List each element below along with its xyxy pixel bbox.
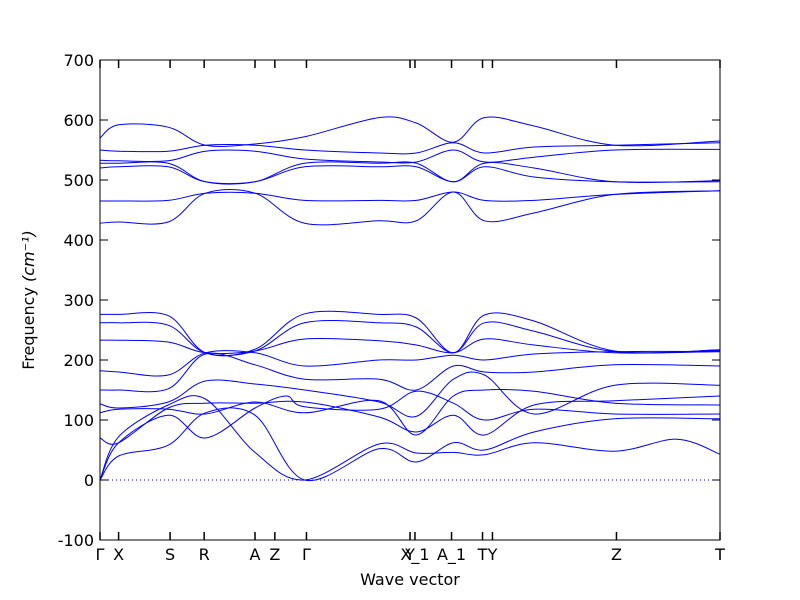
x-tick-label: Y	[487, 545, 498, 564]
x-tick-label: A	[250, 545, 261, 564]
x-tick-label: X_1	[400, 545, 429, 565]
band-line-9	[99, 337, 721, 354]
x-axis-label: Wave vector	[360, 570, 460, 589]
x-tick-label: Z	[611, 545, 622, 564]
y-axis-label-unit: (cm⁻¹)	[19, 230, 38, 282]
band-line-4	[99, 395, 721, 445]
band-line-14	[99, 165, 721, 185]
band-line-5	[99, 388, 721, 436]
band-line-7	[99, 352, 721, 393]
band-line-12	[99, 189, 721, 226]
y-tick-label: 600	[63, 111, 94, 130]
y-ticks: -100 0 100 200 300 400 500 600 700	[58, 51, 720, 550]
y-tick-label: 700	[63, 51, 94, 70]
y-tick-label: 200	[63, 351, 94, 370]
band-line-16	[99, 148, 721, 164]
band-line-11	[99, 310, 721, 357]
plot-frame	[99, 59, 721, 541]
band-line-18	[99, 116, 721, 147]
y-tick-label: 0	[84, 471, 94, 490]
x-tick-label: S	[165, 545, 175, 564]
band-series-layer	[99, 116, 721, 482]
x-tick-label: R	[199, 545, 210, 564]
x-ticks: Γ X S R A Z Γ YX_1 A_1 T Y Z T	[96, 60, 725, 565]
band-line-17	[99, 142, 721, 155]
x-tick-label: Z	[269, 545, 280, 564]
band-line-3	[99, 390, 721, 481]
x-tick-label: T	[714, 545, 725, 564]
x-tick-label: Y	[404, 545, 415, 564]
band-line-15	[100, 161, 721, 185]
y-tick-label: 100	[63, 411, 94, 430]
y-tick-label: 300	[63, 291, 94, 310]
y-axis-label-text: Frequency	[19, 287, 38, 370]
x-tick-label: X	[113, 545, 124, 564]
band-line-13	[99, 190, 721, 202]
y-tick-label: 500	[63, 171, 94, 190]
y-tick-label: 400	[63, 231, 94, 250]
band-line-8	[99, 350, 721, 377]
y-axis-label: Frequency (cm⁻¹)	[19, 230, 38, 369]
x-tick-label: A_1	[437, 545, 466, 565]
band-line-2	[99, 407, 721, 482]
x-tick-label: Γ	[96, 545, 105, 564]
band-line-1	[99, 395, 721, 481]
band-line-6	[99, 371, 721, 418]
y-tick-label: -100	[58, 531, 94, 550]
x-tick-label: Γ	[302, 545, 311, 564]
x-tick-label: T	[477, 545, 488, 564]
band-line-10	[99, 320, 721, 356]
